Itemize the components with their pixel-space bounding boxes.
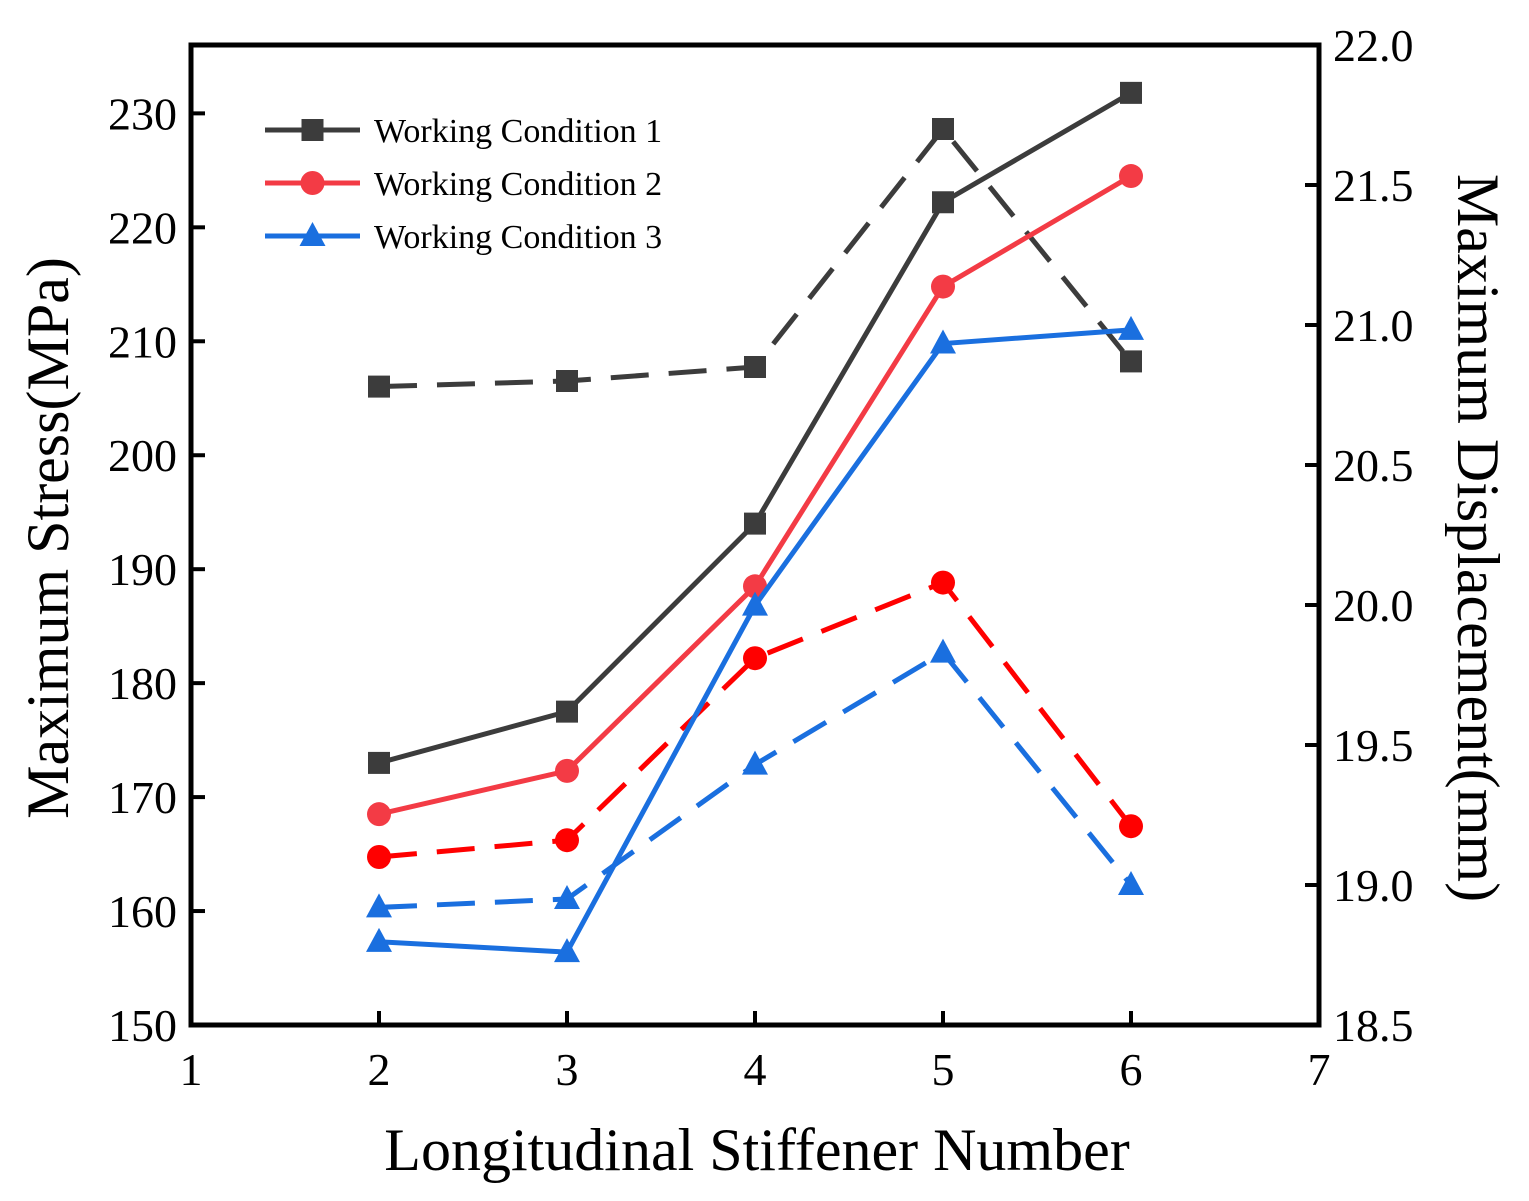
y-left-tick-label: 150 xyxy=(108,1000,177,1051)
data-point xyxy=(555,758,579,783)
y-left-axis-title: Maximum Stress(MPa) xyxy=(15,257,81,819)
data-point xyxy=(554,885,580,909)
data-point xyxy=(743,646,767,671)
x-tick-label: 3 xyxy=(556,1044,579,1095)
y-right-tick-label: 20.0 xyxy=(1333,580,1414,631)
x-tick-label: 5 xyxy=(932,1044,955,1095)
y-left-tick-label: 230 xyxy=(108,88,177,139)
legend-label: Working Condition 3 xyxy=(374,219,662,256)
legend-item: Working Condition 1 xyxy=(265,113,662,150)
series-left-2 xyxy=(366,315,1144,963)
data-point xyxy=(931,570,955,595)
data-point xyxy=(368,751,390,774)
data-point xyxy=(1120,350,1142,373)
data-point xyxy=(932,191,954,214)
series-right-4 xyxy=(367,570,1143,869)
data-point xyxy=(743,574,767,599)
y-right-tick-label: 19.5 xyxy=(1333,720,1414,771)
x-tick-label: 6 xyxy=(1120,1044,1143,1095)
series-line xyxy=(378,580,1133,860)
data-point xyxy=(367,802,391,827)
series-layer xyxy=(366,81,1144,963)
y-left-tick-label: 200 xyxy=(108,430,177,481)
y-left-tick-label: 160 xyxy=(108,886,177,937)
series-line xyxy=(378,327,1132,955)
data-point xyxy=(930,638,956,663)
data-point xyxy=(742,750,768,775)
data-point xyxy=(556,700,578,723)
y-right-tick-label: 22.0 xyxy=(1333,20,1414,71)
legend-item: Working Condition 2 xyxy=(265,166,662,203)
y-left-tick-label: 190 xyxy=(108,544,177,595)
y-left-tick-label: 210 xyxy=(108,316,177,367)
plot-frame xyxy=(188,42,1322,1028)
data-point xyxy=(1119,164,1143,189)
x-tick-label: 4 xyxy=(744,1044,767,1095)
series-left-1 xyxy=(367,164,1143,827)
axes-layer: 1 2 3 4 5 6 7 150 160 170 180 190 200 210 220 230 18.5 19… xyxy=(108,20,1414,1095)
y-left-tick-label: 180 xyxy=(108,658,177,709)
data-point xyxy=(1118,871,1144,895)
data-point xyxy=(931,274,955,299)
x-tick-label: 2 xyxy=(368,1044,391,1095)
legend-label: Working Condition 2 xyxy=(374,166,662,203)
series-right-3 xyxy=(368,118,1142,398)
y-right-axis-title: Maximum Displacement(mm) xyxy=(1445,174,1511,902)
x-axis-title: Longitudinal Stiffener Number xyxy=(384,1117,1129,1183)
x-tick-label: 1 xyxy=(180,1044,203,1095)
data-point xyxy=(366,893,392,918)
x-tick-label: 7 xyxy=(1308,1044,1331,1095)
data-point xyxy=(366,927,392,952)
legend-swatch-marker xyxy=(299,222,326,246)
data-point xyxy=(367,845,391,869)
series-line xyxy=(378,173,1133,817)
legend: Working Condition 1 Working Condition 2 Wo… xyxy=(265,113,662,256)
data-point xyxy=(744,512,766,535)
legend-swatch-marker xyxy=(301,119,324,141)
data-point xyxy=(368,375,390,398)
legend-item: Working Condition 3 xyxy=(265,219,662,256)
data-point xyxy=(1118,315,1144,340)
legend-label: Working Condition 1 xyxy=(374,113,662,150)
y-left-tick-label: 220 xyxy=(108,202,177,253)
data-point xyxy=(1120,81,1142,104)
data-point xyxy=(555,828,579,853)
series-left-0 xyxy=(368,81,1142,774)
y-right-tick-label: 21.0 xyxy=(1333,300,1414,351)
y-left-tick-label: 170 xyxy=(108,772,177,823)
y-right-tick-label: 21.5 xyxy=(1333,160,1414,211)
data-point xyxy=(744,356,766,378)
data-point xyxy=(554,938,580,963)
data-point xyxy=(1119,814,1143,839)
series-right-5 xyxy=(366,638,1144,918)
series-line xyxy=(378,650,1133,910)
y-right-tick-label: 18.5 xyxy=(1333,1000,1414,1051)
y-right-tick-label: 20.5 xyxy=(1333,440,1414,491)
data-point xyxy=(932,118,954,140)
y-right-tick-label: 19.0 xyxy=(1333,860,1414,911)
legend-swatch-marker xyxy=(300,171,325,195)
data-point xyxy=(556,370,578,392)
data-point xyxy=(742,591,768,616)
data-point xyxy=(930,329,956,354)
